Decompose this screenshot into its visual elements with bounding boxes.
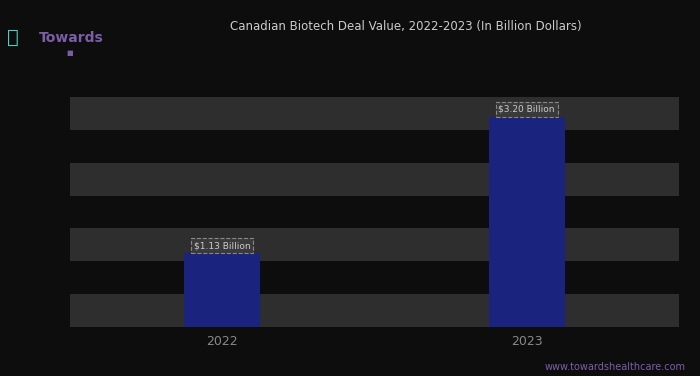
Text: Towards: Towards (38, 30, 104, 45)
Text: www.towardshealthcare.com: www.towardshealthcare.com (545, 362, 686, 372)
Text: $3.20 Billion: $3.20 Billion (498, 105, 555, 114)
Bar (70, 228, 679, 261)
Text: Canadian Biotech Deal Value, 2022-2023 (In Billion Dollars): Canadian Biotech Deal Value, 2022-2023 (… (230, 20, 582, 33)
Text: ■: ■ (66, 50, 73, 56)
Bar (70, 294, 679, 327)
Bar (70, 97, 679, 130)
Text: $1.13 Billion: $1.13 Billion (194, 241, 251, 250)
Bar (489, 117, 565, 327)
Bar (70, 162, 679, 196)
Bar (184, 253, 260, 327)
Text: 🍃: 🍃 (7, 28, 19, 47)
